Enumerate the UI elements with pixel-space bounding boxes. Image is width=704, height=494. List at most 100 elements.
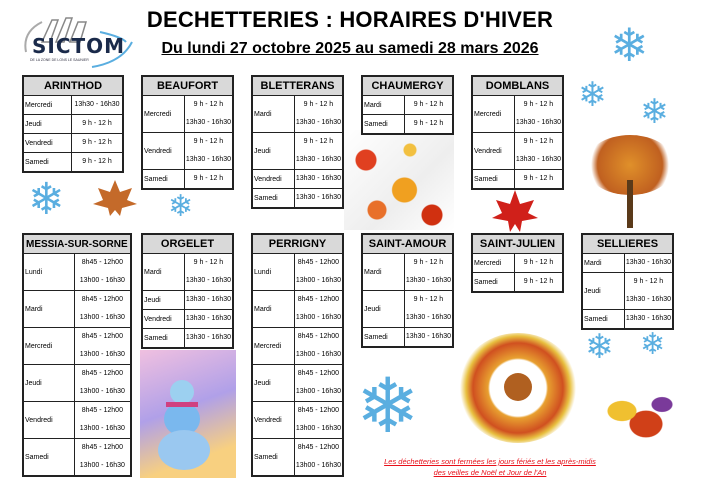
day-label: Mercredi: [22, 95, 72, 115]
page-title: DECHETTERIES : HORAIRES D'HIVER: [146, 7, 554, 32]
schedule-table-beaufort: BEAUFORT Mercredi 9 h - 12 h 13h30 - 16h30 V…: [141, 75, 234, 190]
time-slot: 8h45 - 12h00: [297, 333, 340, 340]
table-row: Vendredi 9 h - 12 h 13h30 - 16h30: [141, 132, 234, 170]
opening-hours: 9 h - 12 h 13h30 - 16h30: [403, 253, 454, 291]
time-slot: 9 h - 12 h: [303, 101, 334, 108]
opening-hours: 9 h - 12 h 13h30 - 16h30: [403, 290, 454, 328]
day-label: Vendredi: [141, 309, 185, 329]
time-slot: 9 h - 12 h: [193, 138, 224, 145]
opening-hours: 9 h - 12 h 13h30 - 16h30: [293, 95, 344, 133]
opening-hours: 8h45 - 12h00 13h00 - 16h30: [293, 364, 344, 402]
opening-hours: 8h45 - 12h00 13h00 - 16h30: [293, 253, 344, 291]
day-label: Mardi: [361, 95, 405, 115]
table-row: Vendredi 9 h - 12 h 13h30 - 16h30: [471, 132, 564, 170]
opening-hours: 9 h - 12 h 13h30 - 16h30: [623, 272, 674, 310]
day-label: Samedi: [361, 327, 405, 348]
time-slot: 13h30 - 16h30: [295, 119, 341, 126]
day-label: Samedi: [471, 169, 515, 190]
table-row: Mardi 8h45 - 12h00 13h00 - 16h30: [22, 290, 132, 328]
schedule-table-messia-sur-sorne: MESSIA-SUR-SORNE Lundi 8h45 - 12h00 13h00 -…: [22, 233, 132, 477]
opening-hours: 9 h - 12 h: [71, 152, 124, 173]
time-slot: 9 h - 12 h: [82, 139, 112, 146]
day-label: Mardi: [581, 253, 625, 273]
opening-hours: 9 h - 12 h: [513, 169, 564, 190]
opening-hours: 13h30 - 16h30: [623, 309, 674, 330]
time-slot: 13h30 - 16h30: [185, 119, 231, 126]
table-row: Samedi 13h30 - 16h30: [251, 188, 344, 209]
table-row: Jeudi 9 h - 12 h 13h30 - 16h30: [251, 132, 344, 170]
site-name: ORGELET: [141, 233, 234, 254]
table-row: Samedi 9 h - 12 h: [22, 152, 124, 173]
site-name: SAINT-JULIEN: [471, 233, 564, 254]
schedule-table-bletterans: BLETTERANS Mardi 9 h - 12 h 13h30 - 16h30 Je…: [251, 75, 344, 209]
table-row: Mercredi 8h45 - 12h00 13h00 - 16h30: [251, 327, 344, 365]
time-slot: 13h30 - 16h30: [405, 277, 451, 284]
day-label: Mercredi: [22, 327, 75, 365]
time-slot: 13h30 - 16h30: [515, 119, 561, 126]
day-label: Vendredi: [471, 132, 515, 170]
day-label: Jeudi: [361, 290, 405, 328]
schedule-table-sellieres: SELLIERES Mardi 13h30 - 16h30 Jeudi 9 h - 12…: [581, 233, 674, 330]
time-slot: 9 h - 12 h: [523, 278, 554, 285]
table-row: Mercredi 8h45 - 12h00 13h00 - 16h30: [22, 327, 132, 365]
opening-hours: 9 h - 12 h 13h30 - 16h30: [183, 253, 234, 291]
opening-hours: 8h45 - 12h00 13h00 - 16h30: [293, 401, 344, 439]
time-slot: 8h45 - 12h00: [81, 444, 123, 451]
opening-hours: 9 h - 12 h 13h30 - 16h30: [183, 95, 234, 133]
time-slot: 8h45 - 12h00: [81, 259, 123, 266]
site-name: MESSIA-SUR-SORNE: [22, 233, 132, 254]
opening-hours: 9 h - 12 h: [514, 272, 564, 293]
time-slot: 13h30 - 16h30: [625, 315, 671, 322]
day-label: Vendredi: [251, 169, 295, 189]
time-slot: 9 h - 12 h: [193, 175, 224, 182]
day-label: Vendredi: [22, 401, 75, 439]
opening-hours: 13h30 - 16h30: [183, 309, 234, 329]
squirrel-wreath-image: [458, 333, 578, 443]
site-name: SELLIERES: [581, 233, 674, 254]
time-slot: 13h30 - 16h30: [405, 314, 451, 321]
schedule-table-perrigny: PERRIGNY Lundi 8h45 - 12h00 13h00 - 16h30 Ma…: [251, 233, 344, 477]
day-label: Mercredi: [471, 253, 515, 273]
day-label: Vendredi: [22, 133, 72, 153]
table-row: Lundi 8h45 - 12h00 13h00 - 16h30: [22, 253, 132, 291]
time-slot: 13h00 - 16h30: [79, 425, 125, 432]
time-slot: 13h30 - 16h30: [295, 156, 341, 163]
opening-hours: 13h30 - 16h30: [293, 188, 344, 209]
time-slot: 13h00 - 16h30: [295, 462, 341, 469]
table-row: Samedi 9 h - 12 h: [141, 169, 234, 190]
day-label: Vendredi: [141, 132, 185, 170]
time-slot: 9 h - 12 h: [413, 259, 444, 266]
opening-hours: 9 h - 12 h: [404, 95, 454, 115]
day-label: Samedi: [22, 438, 75, 477]
table-row: Samedi 8h45 - 12h00 13h00 - 16h30: [251, 438, 344, 477]
maple-leaf-icon: [93, 180, 137, 216]
day-label: Mardi: [22, 290, 75, 328]
day-label: Samedi: [251, 188, 295, 209]
time-slot: 13h00 - 16h30: [295, 277, 341, 284]
time-slot: 8h45 - 12h00: [297, 296, 340, 303]
table-row: Mardi 8h45 - 12h00 13h00 - 16h30: [251, 290, 344, 328]
table-row: Vendredi 8h45 - 12h00 13h00 - 16h30: [22, 401, 132, 439]
autumn-tree-image: [575, 135, 685, 230]
autumn-leaves-image: [344, 130, 454, 230]
day-label: Mercredi: [141, 95, 185, 133]
opening-hours: 9 h - 12 h 13h30 - 16h30: [513, 95, 564, 133]
site-name: PERRIGNY: [251, 233, 344, 254]
opening-hours: 13h30 - 16h30: [623, 253, 674, 273]
opening-hours: 13h30 - 16h30: [183, 328, 234, 349]
day-label: Mardi: [361, 253, 405, 291]
opening-hours: 8h45 - 12h00 13h00 - 16h30: [293, 290, 344, 328]
opening-hours: 8h45 - 12h00 13h00 - 16h30: [73, 327, 132, 365]
sictom-logo: SICTOM DE LA ZONE DE LONS LE SAUNIER: [22, 12, 137, 68]
opening-hours: 8h45 - 12h00 13h00 - 16h30: [293, 438, 344, 477]
time-slot: 13h30 - 16h30: [625, 259, 671, 266]
time-slot: 13h30 - 16h30: [185, 315, 231, 322]
opening-hours: 9 h - 12 h 13h30 - 16h30: [183, 132, 234, 170]
opening-hours: 9 h - 12 h: [71, 114, 124, 134]
closure-notice-line1: Les déchetteries sont fermées les jours …: [384, 457, 596, 466]
time-slot: 8h45 - 12h00: [81, 407, 123, 414]
opening-hours: 13h30 - 16h30: [71, 95, 124, 115]
time-slot: 9 h - 12 h: [633, 278, 664, 285]
snowman-image: [140, 350, 236, 478]
